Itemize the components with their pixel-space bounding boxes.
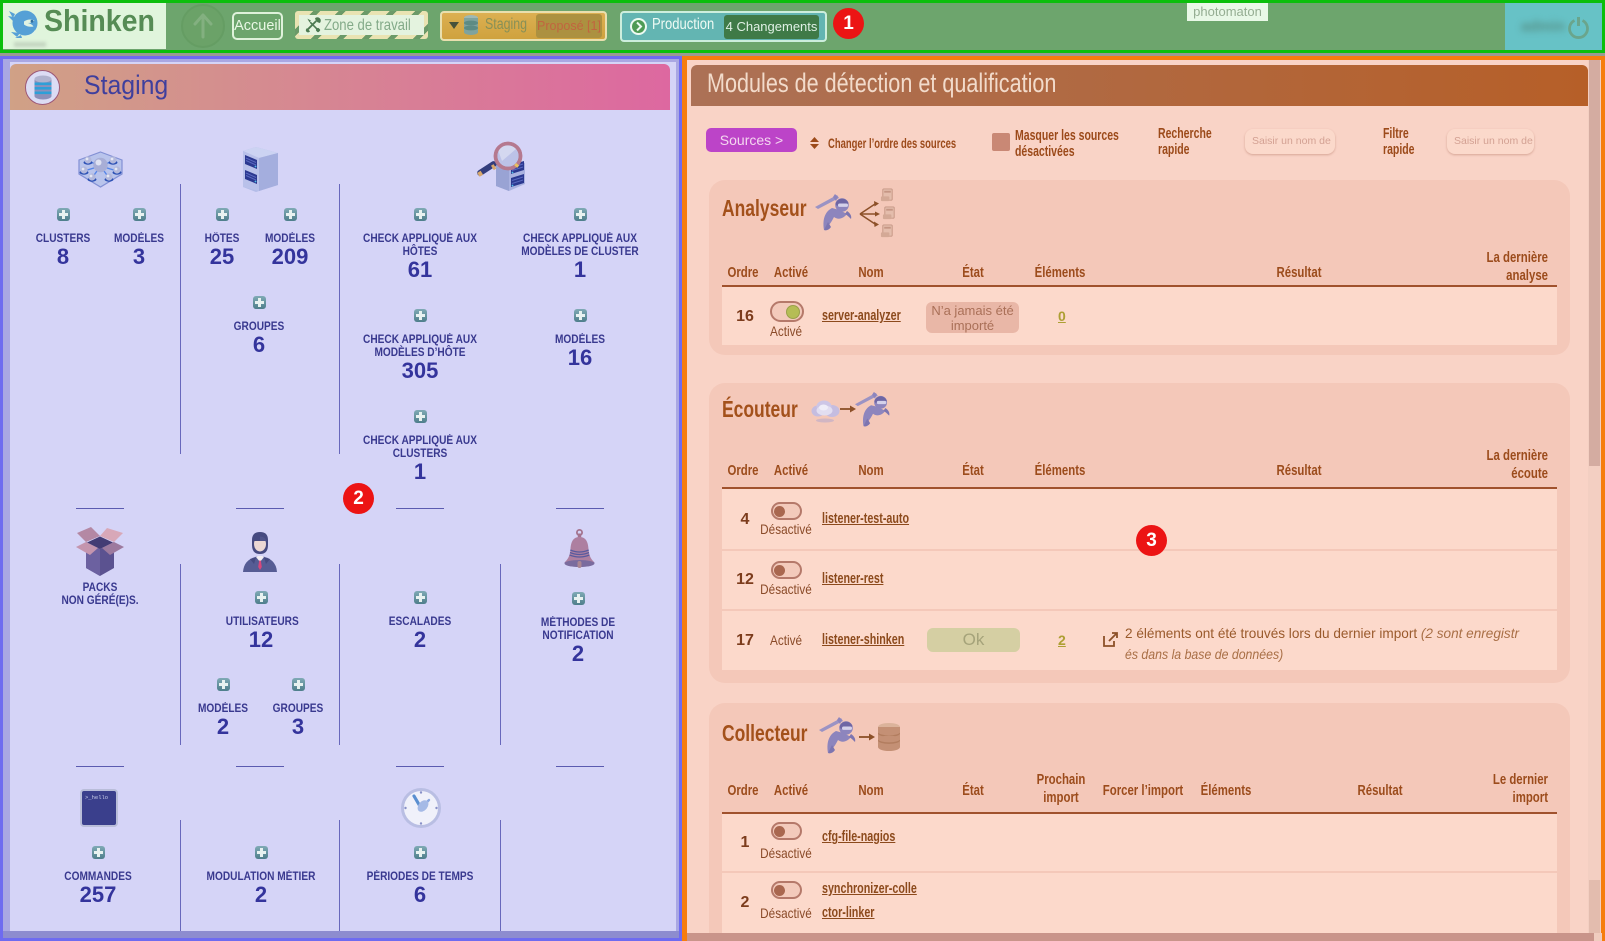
svg-text:>_hello: >_hello bbox=[85, 794, 108, 801]
